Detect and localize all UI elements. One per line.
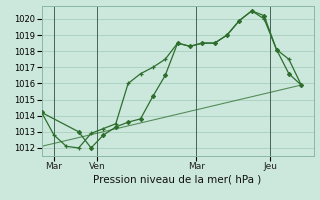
X-axis label: Pression niveau de la mer( hPa ): Pression niveau de la mer( hPa ) <box>93 174 262 184</box>
